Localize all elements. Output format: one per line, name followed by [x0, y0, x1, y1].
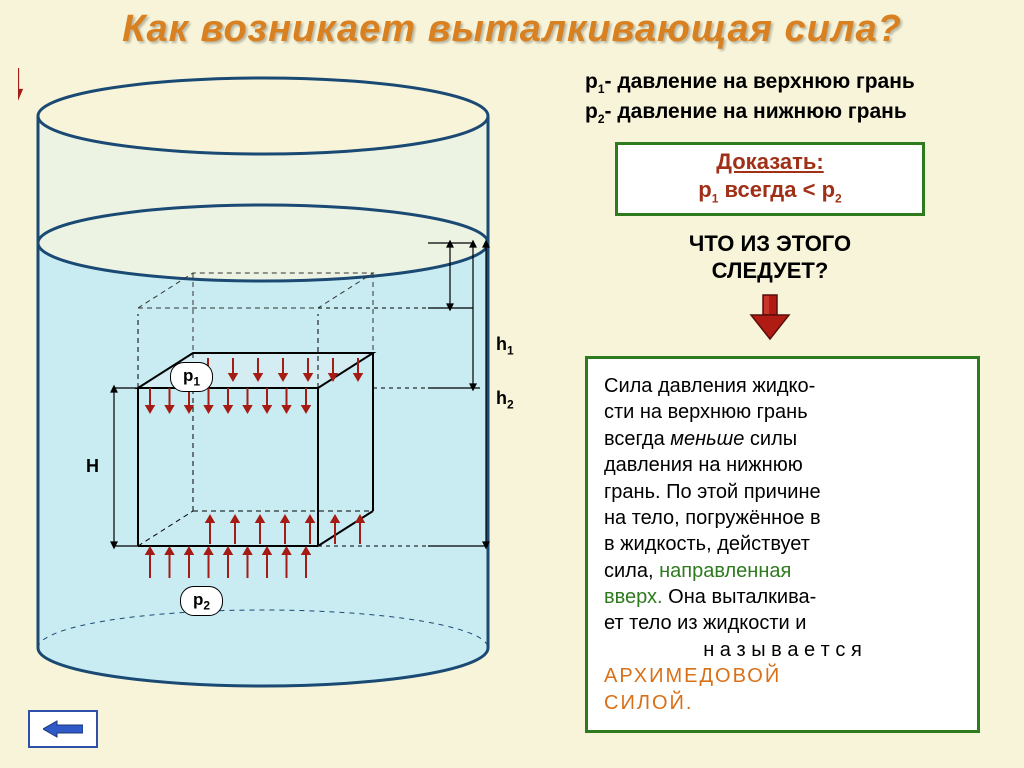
cylinder-diagram [18, 68, 573, 708]
diagram-container: p1 p2 h1 h2 H [18, 68, 573, 708]
page-title: Как возникает выталкивающая сила? [122, 8, 902, 51]
label-p1: p1 [170, 362, 213, 392]
prove-box: Доказать: р1 всегда < р2 [615, 142, 925, 216]
down-arrow [585, 293, 955, 346]
label-h2: h2 [496, 388, 514, 412]
prove-title: Доказать: [628, 149, 912, 175]
main-explanation: Сила давления жидко- сти на верхнюю гран… [585, 356, 980, 733]
right-column: p1- давление на верхнюю грань p2- давлен… [585, 68, 1005, 733]
label-h1: h1 [496, 334, 514, 358]
what-follows: ЧТО ИЗ ЭТОГО СЛЕДУЕТ? [585, 230, 955, 285]
arrow-left-icon [43, 719, 83, 739]
label-H: H [86, 456, 99, 477]
prove-statement: р1 всегда < р2 [628, 177, 912, 205]
label-p2: p2 [180, 586, 223, 616]
definitions: p1- давление на верхнюю грань p2- давлен… [585, 68, 1005, 128]
nav-back-button[interactable] [28, 710, 98, 748]
